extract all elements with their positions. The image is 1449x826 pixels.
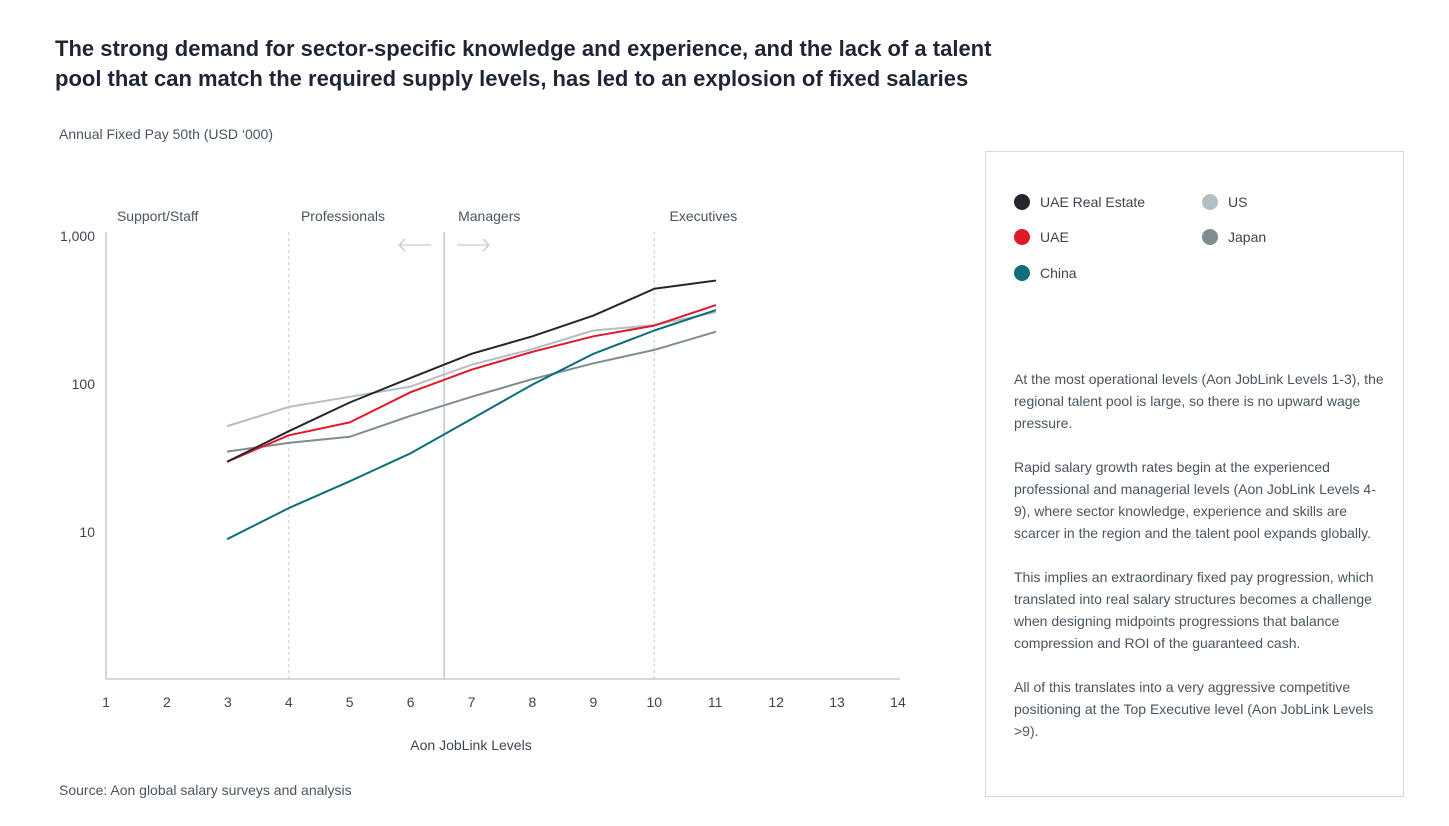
y-axis-title: Annual Fixed Pay 50th (USD ‘000): [59, 126, 273, 142]
x-tick-label: 14: [890, 694, 906, 710]
commentary-paragraph: All of this translates into a very aggre…: [1014, 679, 1374, 739]
series-line-uae: [226, 304, 717, 463]
commentary-paragraph: At the most operational levels (Aon JobL…: [1014, 371, 1384, 431]
x-tick-label: 8: [529, 694, 537, 710]
commentary-paragraph: This implies an extraordinary fixed pay …: [1014, 569, 1374, 651]
x-tick-label: 10: [646, 694, 662, 710]
y-tick-label: 10: [79, 524, 95, 540]
legend-dot: [1202, 229, 1218, 245]
commentary-paragraph: Rapid salary growth rates begin at the e…: [1014, 459, 1376, 541]
legend-label: China: [1040, 265, 1077, 281]
commentary: At the most operational levels (Aon JobL…: [1014, 368, 1384, 764]
title-line-1: The strong demand for sector-specific kn…: [55, 36, 992, 61]
x-tick-label: 12: [768, 694, 784, 710]
legend-label: UAE: [1040, 229, 1069, 245]
region-label: Executives: [670, 208, 738, 224]
legend-item-china: China: [1014, 265, 1077, 281]
legend-label: Japan: [1228, 229, 1267, 245]
x-tick-label: 7: [468, 694, 476, 710]
x-tick-label: 5: [346, 694, 354, 710]
series-line-japan: [226, 330, 717, 453]
legend-panel: UAE Real Estate US UAE Japan China At th…: [985, 151, 1404, 797]
series-line-china: [226, 309, 717, 540]
legend-dot: [1014, 265, 1030, 281]
x-tick-label: 1: [102, 694, 110, 710]
legend-dot: [1014, 229, 1030, 245]
source-note: Source: Aon global salary surveys and an…: [59, 782, 352, 798]
x-tick-label: 13: [829, 694, 845, 710]
x-tick-label: 11: [708, 694, 723, 710]
arrow-right-icon: [457, 238, 491, 252]
series-line-uae-real-estate: [226, 279, 717, 463]
title-line-2: pool that can match the required supply …: [55, 66, 969, 91]
legend-item-japan: Japan: [1202, 229, 1266, 245]
series-line-us: [226, 311, 717, 427]
legend-item-uae: UAE: [1014, 229, 1069, 245]
x-tick-label: 4: [285, 694, 293, 710]
line-chart: Support/Staff Professionals Managers Execut…: [60, 208, 906, 753]
legend-item-uae-real-estate: UAE Real Estate: [1014, 194, 1145, 210]
arrow-left-icon: [398, 238, 432, 252]
region-label: Professionals: [301, 208, 385, 224]
y-tick-label: 1,000: [60, 228, 95, 244]
legend-item-us: US: [1202, 194, 1247, 210]
region-label: Support/Staff: [117, 208, 199, 224]
y-tick-label: 100: [72, 376, 96, 392]
x-tick-label: 2: [163, 694, 171, 710]
legend-dot: [1014, 194, 1030, 210]
legend-label: US: [1228, 194, 1248, 210]
x-tick-label: 9: [589, 694, 597, 710]
x-tick-label: 6: [407, 694, 415, 710]
region-label: Managers: [458, 208, 520, 224]
legend-label: UAE Real Estate: [1040, 194, 1146, 210]
legend-dot: [1202, 194, 1218, 210]
chart-title: The strong demand for sector-specific kn…: [55, 34, 1055, 94]
x-axis-title: Aon JobLink Levels: [410, 737, 531, 753]
x-tick-label: 3: [224, 694, 232, 710]
